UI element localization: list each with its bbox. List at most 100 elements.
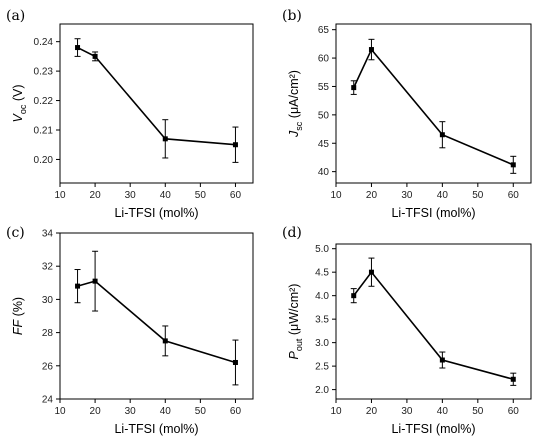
panel-label: (d) [282,225,302,241]
y-axis-label: Jsc (μA/cm²) [287,70,304,138]
series-line [77,46,236,146]
x-axis-label: Li-TFSI (mol%) [391,206,475,220]
chart-panel-4: (d) 10 20 30 40 50 60 2.0 2.5 3.0 3.5 4.0 4.5 5.0 Li-T… [282,225,532,436]
y-tick-label: 40 [318,167,330,178]
x-tick-label: 50 [195,190,207,201]
x-tick-label: 10 [330,190,342,201]
chart-panel-3: (c) 10 20 30 40 50 60 24 26 28 30 32 34 Li-TFSI (mol%… [6,225,254,436]
x-tick-label: 40 [437,190,449,201]
x-tick-label: 30 [401,190,413,201]
y-tick-label: 0.23 [34,67,54,78]
y-axis-unit: (μA/cm²) [287,70,301,122]
data-point [439,132,445,138]
data-point [510,376,516,382]
y-tick-label: 3.0 [315,338,329,349]
x-tick-label: 60 [508,190,520,201]
panel-label: (a) [6,8,25,24]
plot-frame [335,243,532,400]
x-axis-label: Li-TFSI (mol%) [114,422,198,436]
chart-panel-1: (a) 10 20 30 40 50 60 0.20 0.21 0.22 0.23 0.24 Li-TF… [6,8,254,220]
x-tick-label: 30 [125,190,137,201]
x-tick-label: 20 [366,190,378,201]
x-tick-label: 20 [366,406,378,417]
series-line [353,270,514,381]
chart-panel-2: (b) 10 20 30 40 50 60 40 45 50 55 60 65 Li-TFSI (mol%… [282,8,532,220]
y-tick-label: 0.22 [34,96,54,107]
y-axis-symbol: FF [11,318,25,335]
plot-frame [335,23,532,184]
x-tick-label: 40 [160,190,172,201]
y-tick-label: 26 [42,361,54,372]
data-point [232,359,238,365]
y-axis-label: Voc (V) [11,85,28,123]
y-tick-label: 32 [42,262,54,273]
x-tick-label: 60 [230,190,242,201]
data-point [75,45,81,51]
y-axis-symbol: J [287,130,301,138]
data-point [162,136,168,142]
y-tick-label: 60 [318,54,330,65]
y-tick-label: 0.21 [34,126,54,137]
data-point [75,283,81,289]
y-tick-label: 4.5 [315,268,329,279]
y-tick-label: 2.0 [315,385,329,396]
x-tick-label: 20 [90,406,102,417]
panel-label: (c) [6,225,25,241]
data-point [92,278,98,284]
y-tick-label: 4.0 [315,291,329,302]
x-tick-label: 10 [54,406,66,417]
x-tick-label: 30 [125,406,137,417]
y-tick-label: 28 [42,328,54,339]
x-tick-label: 50 [472,406,484,417]
y-tick-label: 30 [42,295,54,306]
y-axis-subscript: out [294,338,304,351]
data-point [510,162,516,168]
y-tick-label: 0.24 [34,37,54,48]
y-axis-label: Pout (μW/cm²) [287,284,304,360]
data-point [162,338,168,344]
y-axis-subscript: oc [18,104,28,114]
plot-frame [59,232,254,400]
data-point [232,142,238,148]
y-axis-unit: (μW/cm²) [287,284,301,339]
y-axis-unit: (V) [11,85,25,105]
y-axis-unit: (%) [11,297,25,320]
data-point [92,53,98,59]
y-tick-label: 5.0 [315,244,329,255]
x-tick-label: 60 [508,406,520,417]
x-tick-label: 60 [230,406,242,417]
x-tick-label: 30 [401,406,413,417]
x-tick-label: 10 [54,190,66,201]
y-axis-symbol: V [11,113,25,123]
data-point [439,357,445,363]
y-tick-label: 45 [318,139,330,150]
y-tick-label: 65 [318,25,330,36]
y-tick-label: 3.5 [315,315,329,326]
y-tick-label: 34 [42,229,54,240]
plot-frame [59,23,254,184]
x-tick-label: 10 [330,406,342,417]
x-tick-label: 50 [472,190,484,201]
x-axis-label: Li-TFSI (mol%) [391,422,475,436]
x-tick-label: 40 [160,406,172,417]
x-axis-label: Li-TFSI (mol%) [114,206,198,220]
x-tick-label: 20 [90,190,102,201]
y-axis-subscript: sc [294,121,304,131]
y-axis-label: FF (%) [11,297,25,335]
data-point [368,269,374,275]
data-point [368,47,374,53]
x-tick-label: 50 [195,406,207,417]
x-tick-label: 40 [437,406,449,417]
data-point [351,293,357,299]
y-tick-label: 0.20 [34,155,54,166]
series-line [353,48,514,166]
series-line [77,280,236,364]
y-tick-label: 24 [42,395,54,406]
data-point [351,85,357,91]
y-tick-label: 55 [318,82,330,93]
y-tick-label: 2.5 [315,362,329,373]
y-tick-label: 50 [318,110,330,121]
panel-label: (b) [282,8,302,24]
y-axis-symbol: P [287,350,301,359]
